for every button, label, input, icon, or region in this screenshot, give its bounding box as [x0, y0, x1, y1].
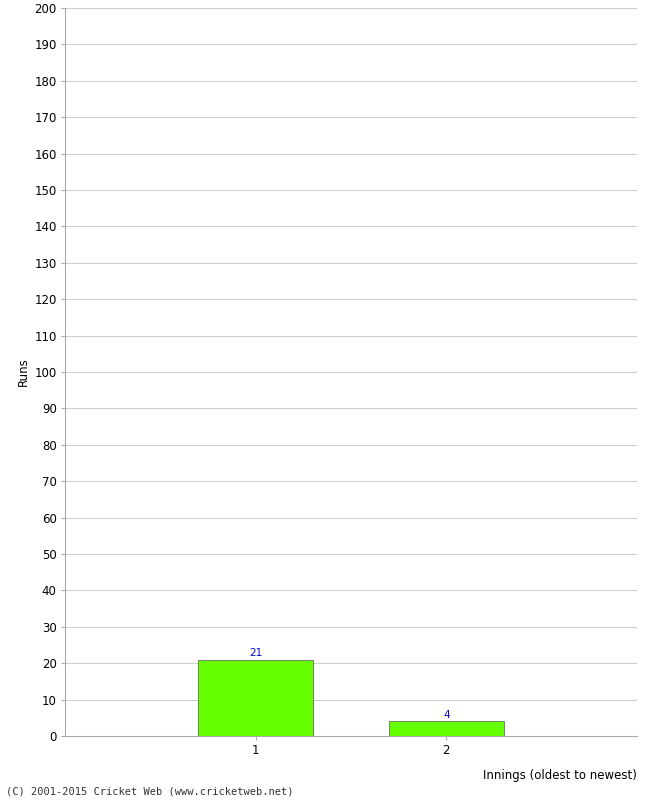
Text: (C) 2001-2015 Cricket Web (www.cricketweb.net): (C) 2001-2015 Cricket Web (www.cricketwe…	[6, 786, 294, 796]
Bar	[198, 659, 313, 736]
Bar	[389, 722, 504, 736]
Text: 4: 4	[443, 710, 450, 720]
X-axis label: Innings (oldest to newest): Innings (oldest to newest)	[483, 769, 637, 782]
Text: 21: 21	[249, 648, 263, 658]
Y-axis label: Runs: Runs	[17, 358, 30, 386]
